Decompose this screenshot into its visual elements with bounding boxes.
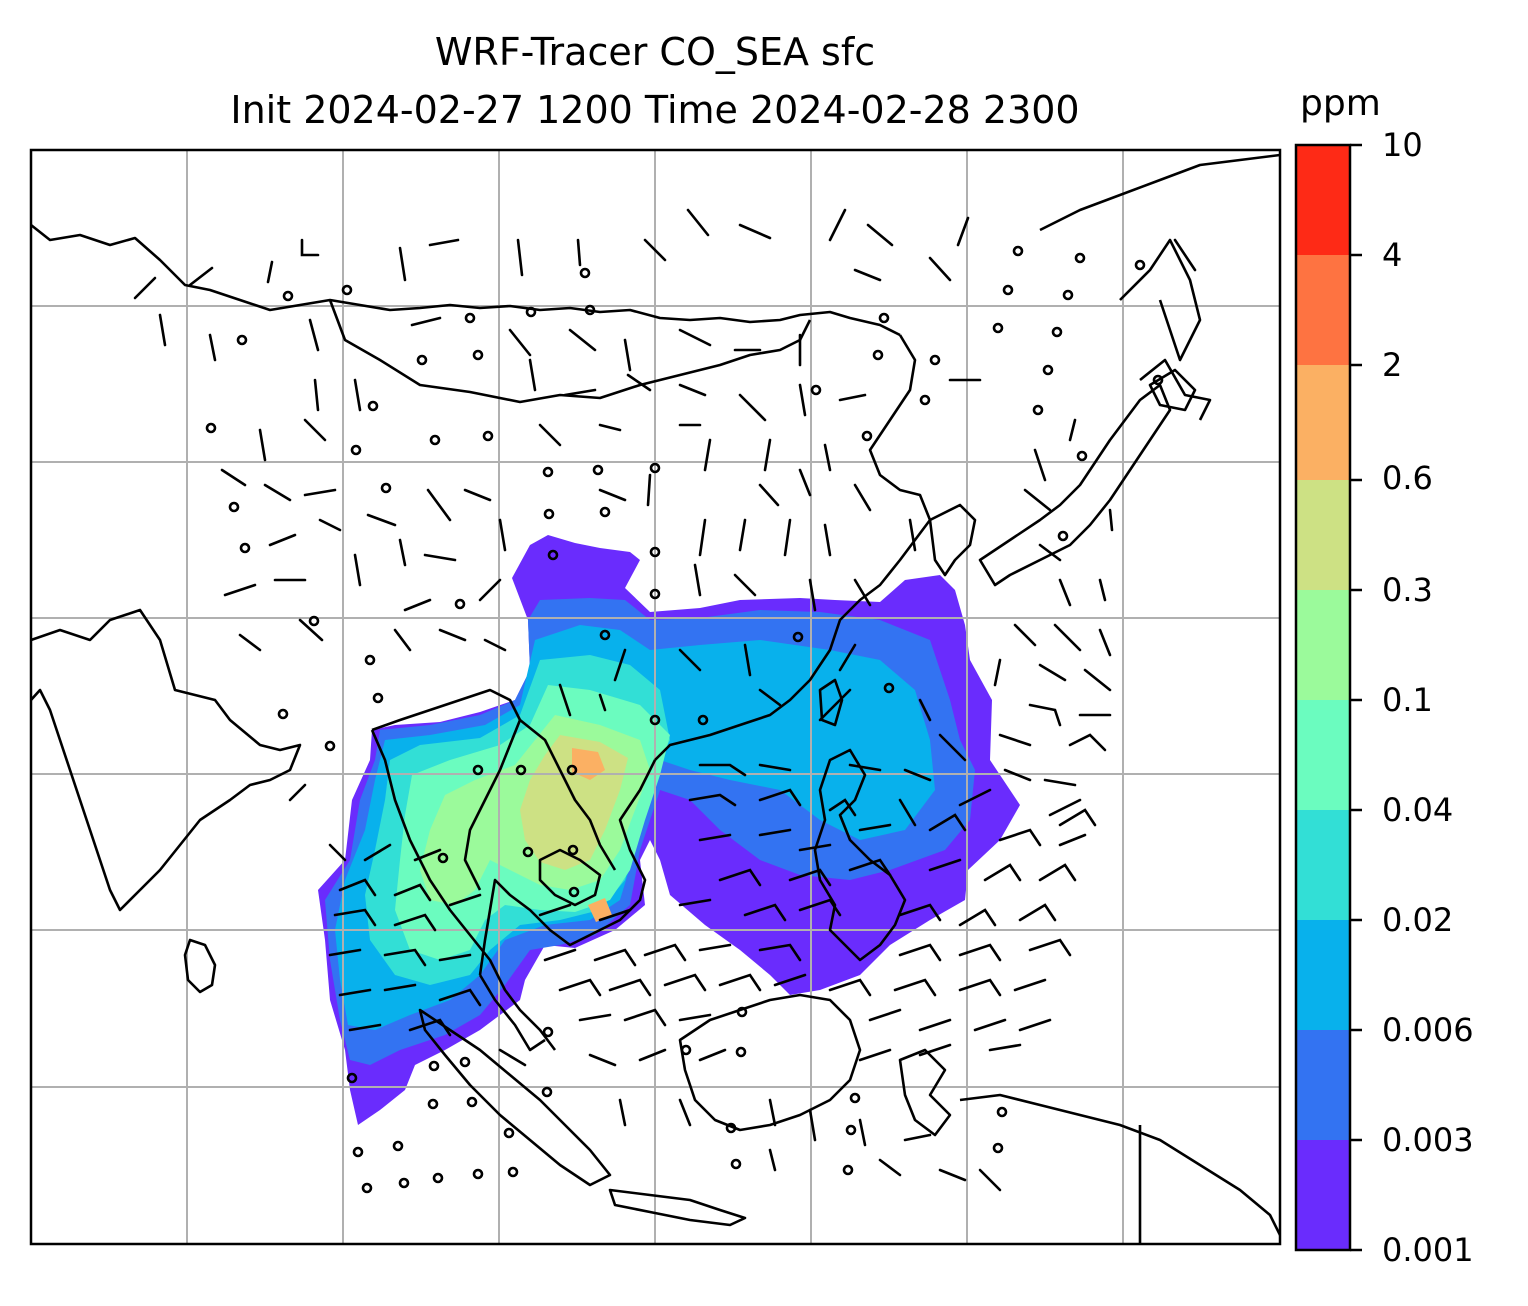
colorbar-tick-label: 0.02 — [1382, 901, 1454, 939]
colorbar-tick-label: 0.006 — [1382, 1011, 1474, 1049]
map-area — [31, 150, 1280, 1244]
tracer-level-7b — [588, 898, 612, 922]
colorbar-segment-3 — [1296, 810, 1350, 920]
colorbar-tick-label: 0.6 — [1382, 459, 1433, 497]
map-gridlines — [31, 150, 1280, 1244]
coast-srilanka — [183, 938, 217, 994]
border-laos-vietnam — [519, 718, 617, 907]
coast-russia-east — [1039, 153, 1280, 421]
colorbar-segment-0 — [1296, 1140, 1350, 1250]
coast-india — [31, 608, 302, 912]
colorbar-segment-4 — [1296, 700, 1350, 810]
colorbar-frame — [1294, 143, 1352, 1252]
colorbar-segment-6 — [1296, 480, 1350, 590]
colorbar — [1294, 143, 1362, 1252]
colorbar-segment-9 — [1296, 145, 1350, 255]
map-title-line1: WRF-Tracer CO_SEA sfc — [434, 30, 876, 74]
calm-wind-circles — [205, 245, 1164, 1194]
colorbar-tick-label: 4 — [1382, 236, 1403, 274]
coast-korea — [928, 503, 977, 577]
colorbar-tick-label: 0.001 — [1382, 1231, 1474, 1269]
coast-newguinea — [959, 1093, 1280, 1244]
coast-japan — [978, 383, 1172, 587]
border-north — [31, 223, 901, 337]
colorbar-tick-label: 0.003 — [1382, 1121, 1474, 1159]
colorbar-tick-label: 0.1 — [1382, 681, 1433, 719]
coast-borneo — [678, 993, 862, 1132]
coast-taiwan — [818, 678, 844, 727]
colorbar-segment-5 — [1296, 590, 1350, 700]
colorbar-tick-label: 0.3 — [1382, 571, 1433, 609]
colorbar-ticks — [1350, 143, 1362, 1252]
colorbar-unit-label: ppm — [1300, 83, 1381, 124]
colorbar-segment-1 — [1296, 1030, 1350, 1140]
coastlines — [31, 153, 1280, 1244]
tracer-field — [318, 535, 1020, 1125]
colorbar-segment-8 — [1296, 255, 1350, 365]
map-frame — [29, 148, 1282, 1246]
colorbar-tick-label: 2 — [1382, 346, 1403, 384]
coast-java — [608, 1188, 747, 1227]
wind-barbs — [133, 208, 1197, 1192]
colorbar-segment-7 — [1296, 365, 1350, 480]
coast-hokkaido — [1148, 368, 1197, 412]
coast-sumatra — [418, 1008, 612, 1187]
coast-indochina — [370, 729, 657, 1051]
coast-sulawesi — [898, 1048, 952, 1137]
colorbar-segment-2 — [1296, 920, 1350, 1030]
coast-malay — [478, 974, 546, 1052]
tracer-level-7 — [572, 748, 605, 780]
colorbar-tick-label: 0.04 — [1382, 791, 1454, 829]
border-mongolia — [328, 299, 812, 404]
map-title-line2: Init 2024-02-27 1200 Time 2024-02-28 230… — [230, 88, 1080, 132]
coast-china-east — [654, 334, 932, 761]
colorbar-tick-label: 10 — [1382, 126, 1423, 164]
coast-philippines — [813, 748, 907, 962]
